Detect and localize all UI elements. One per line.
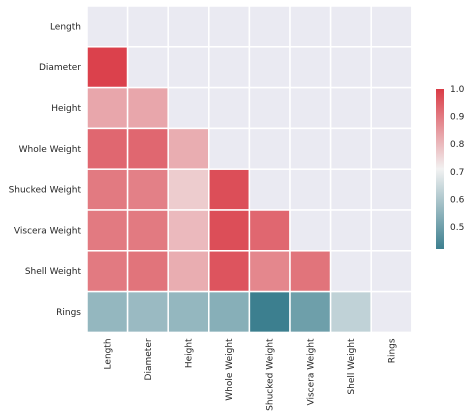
masked-cell (208, 86, 251, 130)
masked-cell (86, 5, 129, 48)
masked-cell (329, 127, 372, 170)
masked-cell (289, 127, 332, 170)
heatmap-cell-7-3 (208, 290, 251, 334)
heatmap-cell-6-1 (126, 250, 169, 293)
heatmap-cell-6-0 (86, 250, 129, 293)
heatmap-cell-5-2 (167, 209, 210, 252)
colorbar-gradient (436, 89, 444, 249)
heatmap-cell-5-3 (208, 209, 251, 252)
masked-cell (329, 168, 372, 211)
heatmap-cell-7-5 (289, 290, 332, 334)
y-tick-label: Length (50, 22, 81, 32)
x-tick-label: Shell Weight (347, 338, 357, 395)
masked-cell (248, 86, 291, 130)
x-tick-label: Height (185, 338, 195, 368)
heatmap-cell-6-4 (248, 250, 291, 293)
masked-cell (248, 46, 291, 89)
masked-cell (370, 168, 413, 211)
heatmap-cell-7-4 (248, 290, 291, 334)
masked-cell (370, 86, 413, 130)
colorbar-tick-label: 0.6 (450, 195, 465, 205)
x-tick-label: Length (103, 338, 113, 369)
heatmap-cell-4-0 (86, 168, 129, 211)
heatmap-cell-1-0 (86, 46, 129, 89)
heatmap-cell-5-0 (86, 209, 129, 252)
y-tick-label: Viscera Weight (14, 226, 82, 236)
masked-cell (208, 5, 251, 48)
masked-cell (370, 46, 413, 89)
masked-cell (289, 168, 332, 211)
heatmap-cell-6-5 (289, 250, 332, 293)
masked-cell (167, 46, 210, 89)
heatmap-cell-7-1 (126, 290, 169, 334)
masked-cell (370, 127, 413, 170)
masked-cell (126, 5, 169, 48)
heatmap-cell-5-1 (126, 209, 169, 252)
colorbar-tick-label: 0.8 (450, 140, 465, 150)
masked-cell (289, 46, 332, 89)
masked-cell (329, 86, 372, 130)
masked-cell (289, 5, 332, 48)
masked-cell (248, 127, 291, 170)
masked-cell (329, 250, 372, 293)
heatmap-cell-7-2 (167, 290, 210, 334)
masked-cell (208, 127, 251, 170)
colorbar-tick-label: 0.7 (450, 168, 464, 178)
masked-cell (370, 5, 413, 48)
x-tick-label: Diameter (144, 338, 154, 380)
heatmap-cell-2-1 (126, 86, 169, 130)
heatmap-cell-4-1 (126, 168, 169, 211)
heatmap-cell-7-0 (86, 290, 129, 334)
x-tick-label: Viscera Weight (306, 338, 316, 406)
colorbar-ticks: 0.5 0.6 0.7 0.8 0.9 1.0 (450, 85, 465, 233)
heatmap-cell-2-0 (86, 86, 129, 130)
y-tick-label: Shucked Weight (9, 186, 82, 196)
heatmap-cell-3-0 (86, 127, 129, 170)
x-tick-label: Whole Weight (225, 338, 235, 401)
y-tick-label: Rings (56, 308, 81, 318)
x-tick-labels: Length Diameter Height Whole Weight Shucked … (103, 338, 397, 411)
heatmap-cell-4-2 (167, 168, 210, 211)
masked-cell (370, 250, 413, 293)
heatmap-cells (86, 5, 413, 334)
masked-cell (208, 46, 251, 89)
masked-cell (329, 46, 372, 89)
colorbar: 0.5 0.6 0.7 0.8 0.9 1.0 (436, 85, 465, 249)
masked-cell (370, 209, 413, 252)
masked-cell (289, 86, 332, 130)
masked-cell (329, 5, 372, 48)
heatmap-cell-3-1 (126, 127, 169, 170)
masked-cell (126, 46, 169, 89)
heatmap-cell-4-3 (208, 168, 251, 211)
masked-cell (167, 86, 210, 130)
y-tick-label: Height (51, 104, 81, 114)
colorbar-tick-label: 0.5 (450, 223, 464, 233)
colorbar-tick-label: 1.0 (450, 85, 465, 95)
x-tick-label: Rings (388, 338, 398, 363)
x-tick-label: Shucked Weight (266, 338, 276, 411)
y-tick-label: Whole Weight (19, 145, 82, 155)
heatmap-cell-7-6 (329, 290, 372, 334)
heatmap-cell-6-2 (167, 250, 210, 293)
colorbar-tick-label: 0.9 (450, 113, 465, 123)
masked-cell (329, 209, 372, 252)
y-tick-labels: Length Diameter Height Whole Weight Shucked … (9, 22, 82, 318)
masked-cell (370, 290, 413, 334)
masked-cell (167, 5, 210, 48)
masked-cell (248, 168, 291, 211)
masked-cell (289, 209, 332, 252)
heatmap-cell-3-2 (167, 127, 210, 170)
heatmap-cell-5-4 (248, 209, 291, 252)
y-tick-label: Diameter (39, 63, 81, 73)
masked-cell (248, 5, 291, 48)
y-tick-label: Shell Weight (25, 267, 82, 277)
heatmap-cell-6-3 (208, 250, 251, 293)
